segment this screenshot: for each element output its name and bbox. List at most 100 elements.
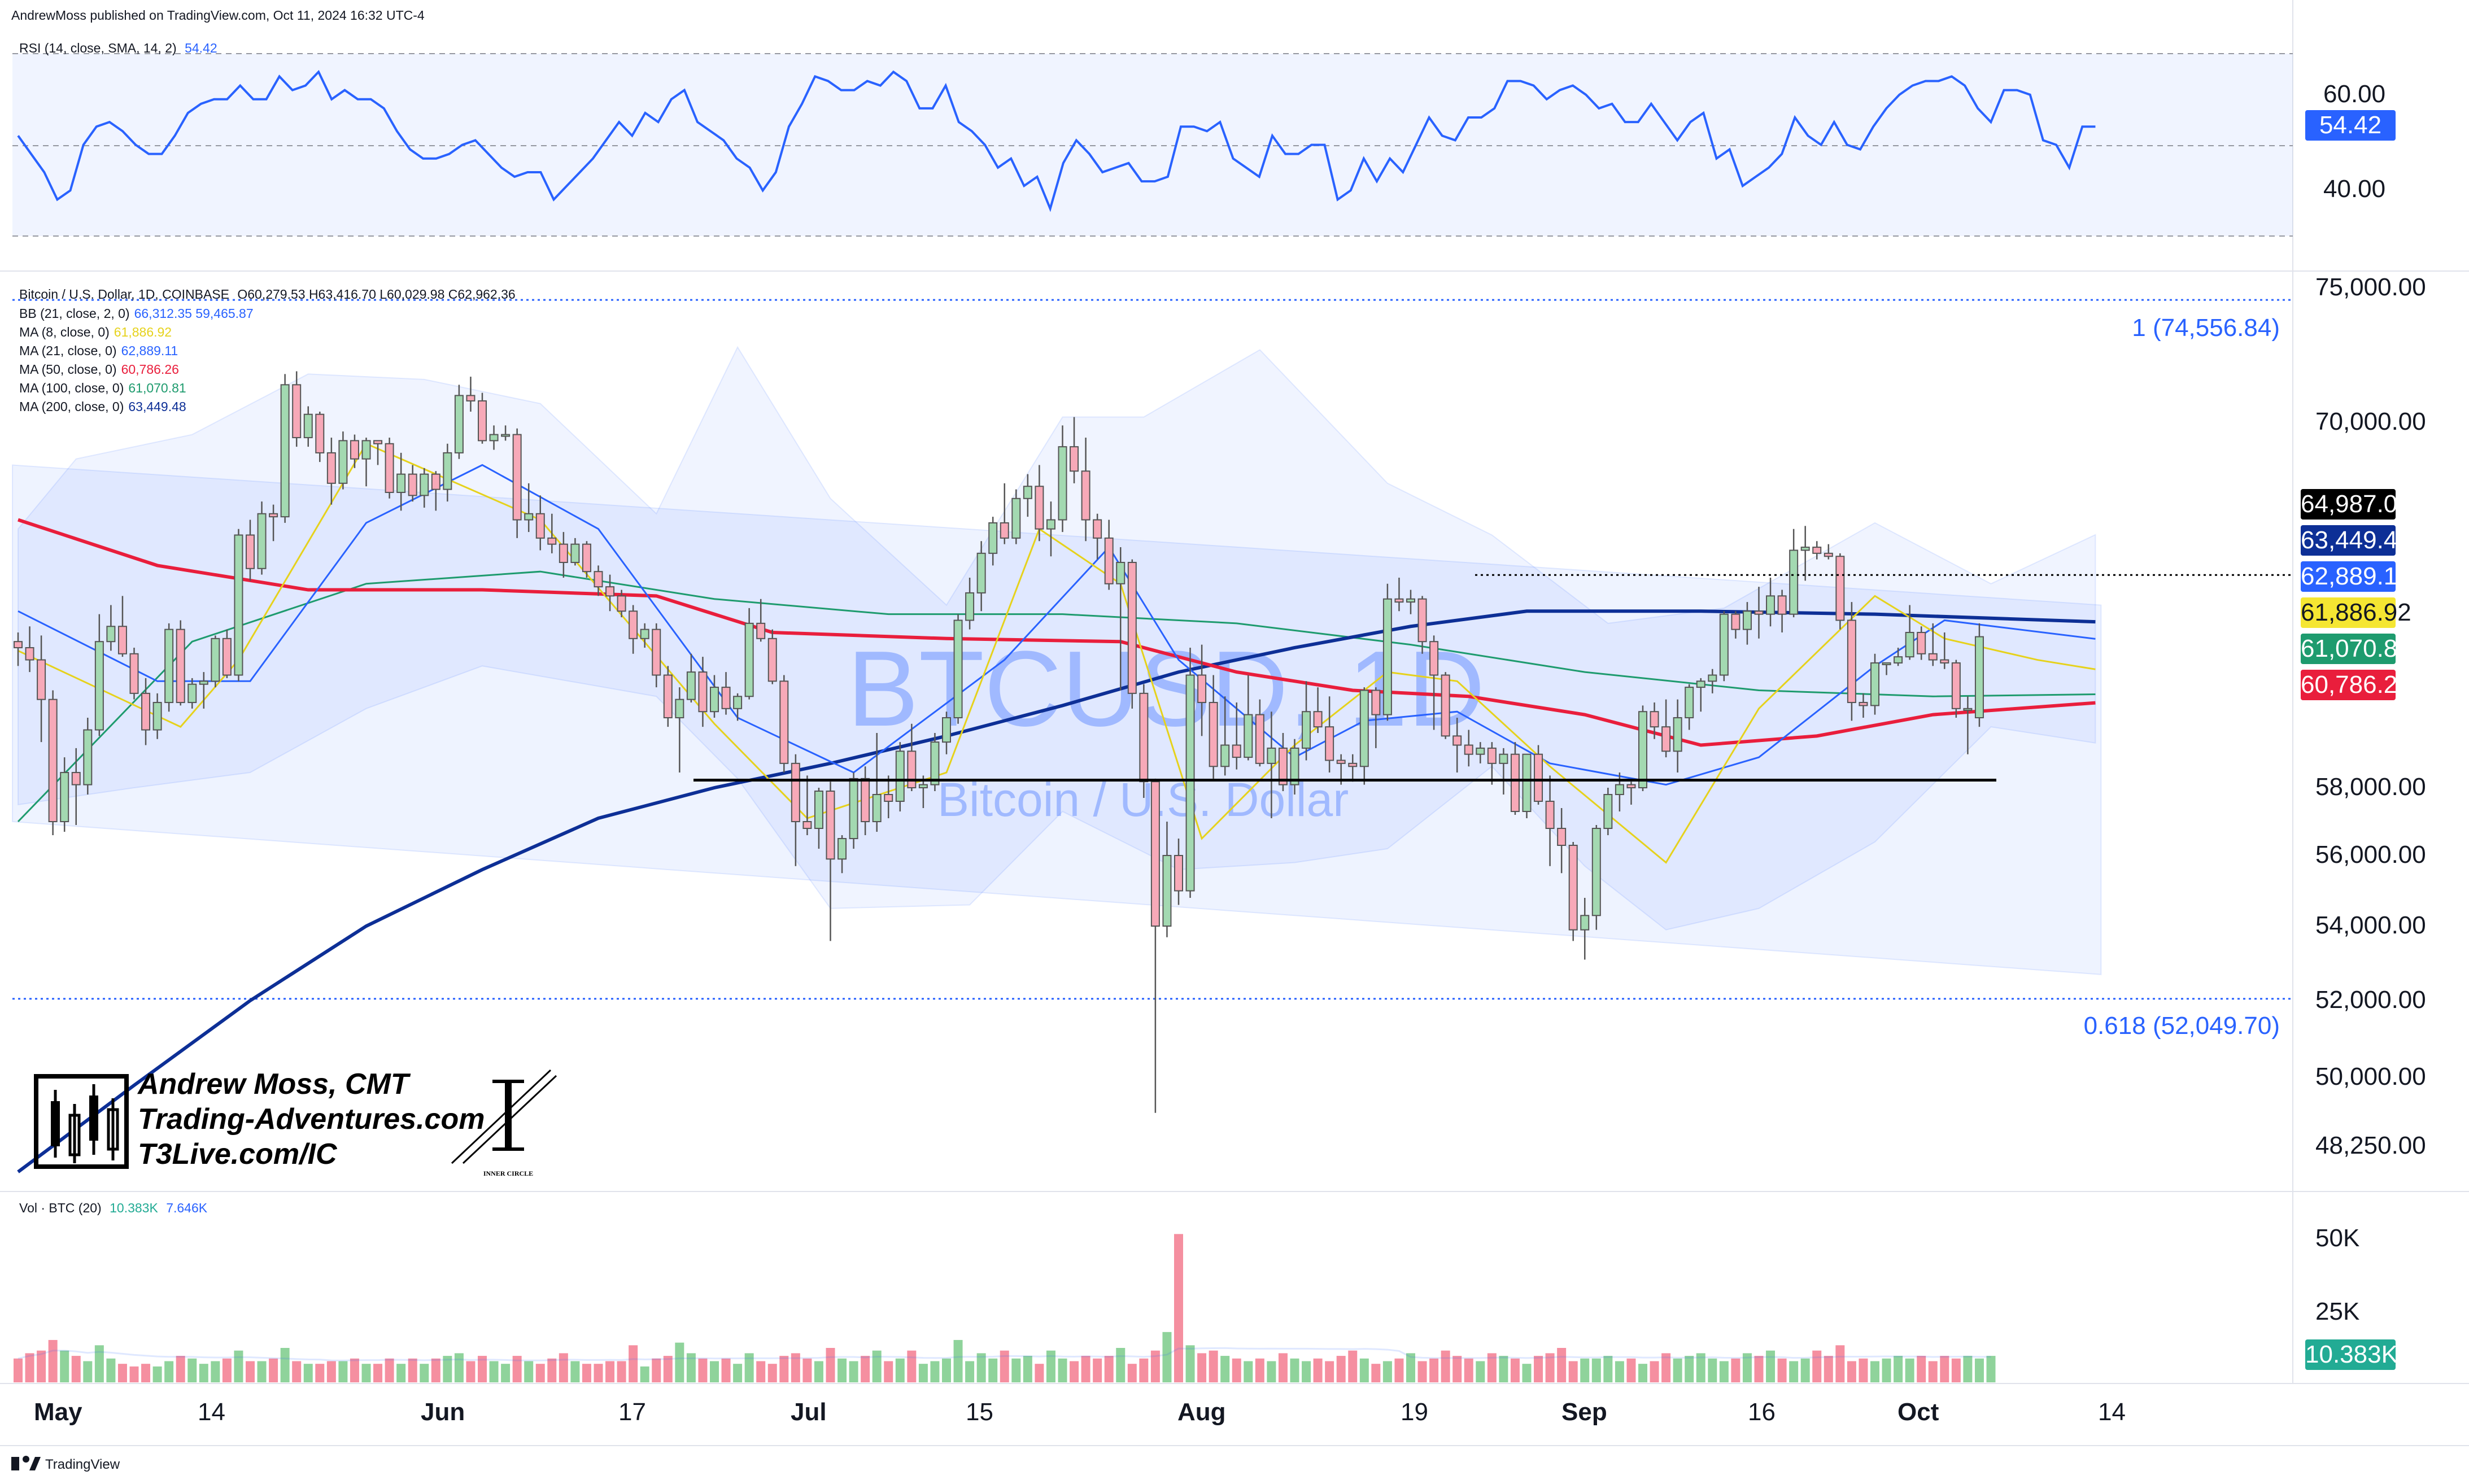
candle (454, 385, 464, 459)
candle (907, 723, 917, 791)
time-tick: 17 (618, 1398, 646, 1426)
indicator-values: 63,449.48 (128, 399, 186, 414)
volume-bar (1766, 1350, 1776, 1382)
time-tick: 14 (2098, 1398, 2126, 1426)
bollinger-band-fill (18, 346, 2096, 931)
rsi-legend[interactable]: RSI (14, close, SMA, 14, 2) 54.42 (19, 41, 217, 56)
candle (988, 517, 998, 566)
candle (617, 590, 626, 618)
volume-bar (791, 1353, 800, 1382)
volume-tick-50k: 50K (2315, 1224, 2360, 1252)
indicator-legend[interactable]: MA (200, close, 0) 63,449.48 (19, 399, 186, 414)
candle (1789, 529, 1799, 618)
volume-bar (779, 1356, 789, 1382)
volume-bar (1719, 1361, 1729, 1382)
volume-bar (1685, 1356, 1694, 1382)
symbol-legend[interactable]: Bitcoin / U.S. Dollar, 1D, COINBASE O60,… (19, 287, 516, 302)
candle (953, 614, 963, 724)
rsi-legend-label: RSI (14, close, SMA, 14, 2) (19, 41, 177, 55)
volume-bar (152, 1366, 162, 1382)
volume-bar (1464, 1358, 1473, 1382)
indicator-label: MA (200, close, 0) (19, 399, 124, 414)
volume-bar (1429, 1358, 1439, 1382)
volume-legend[interactable]: Vol · BTC (20) 10.383K 7.646K (19, 1201, 207, 1216)
candle (94, 614, 104, 736)
indicator-legend[interactable]: BB (21, close, 2, 0) 66,312.35 59,465.87 (19, 306, 254, 321)
brand-site: Trading-Adventures.com (138, 1103, 485, 1136)
candle (1081, 437, 1090, 542)
time-tick: 15 (966, 1398, 993, 1426)
volume-bar (83, 1361, 93, 1382)
candle (802, 775, 812, 835)
volume-legend-value2: 7.646K (166, 1201, 208, 1215)
indicator-label: MA (8, close, 0) (19, 325, 110, 339)
candle (663, 666, 673, 727)
volume-bar (1046, 1350, 1055, 1382)
volume-bar (187, 1358, 197, 1382)
candle (246, 520, 255, 581)
time-tick: 14 (198, 1398, 225, 1426)
candle (976, 541, 986, 612)
candle (1313, 687, 1323, 733)
candle (1209, 675, 1218, 779)
candle (222, 629, 232, 678)
candle (942, 712, 951, 754)
indicator-values: 60,786.26 (121, 362, 179, 377)
brand-name: Andrew Moss, CMT (138, 1068, 409, 1101)
price-tag: 64,987.00 (2301, 489, 2411, 520)
volume-tick-25k: 25K (2315, 1298, 2360, 1325)
candle (431, 471, 440, 511)
candle (1417, 596, 1427, 654)
volume-bar (466, 1361, 476, 1382)
indicator-legend[interactable]: MA (21, close, 0) 62,889.11 (19, 343, 178, 359)
candle (1070, 417, 1079, 483)
volume-bar (141, 1364, 151, 1382)
candle (1046, 501, 1055, 557)
volume-bar (640, 1366, 649, 1382)
volume-bar (106, 1358, 116, 1382)
candle (1766, 577, 1776, 627)
candle (1661, 699, 1671, 758)
indicator-legend[interactable]: MA (100, close, 0) 61,070.81 (19, 381, 186, 396)
candle (605, 574, 615, 612)
candle (1464, 730, 1473, 767)
tradingview-logo-icon[interactable] (11, 1456, 41, 1470)
volume-bar (1777, 1358, 1787, 1382)
volume-bar (269, 1358, 278, 1382)
candle (373, 440, 383, 465)
volume-bar (1824, 1356, 1833, 1382)
volume-bar (582, 1364, 591, 1382)
candle (547, 513, 557, 553)
volume-bar (117, 1364, 127, 1382)
candle (60, 757, 69, 832)
inner-circle-seal: INNER CIRCLE (451, 1069, 557, 1177)
volume-bar (48, 1339, 58, 1382)
volume-bar (257, 1361, 267, 1382)
volume-bar (594, 1364, 603, 1382)
volume-bar (1905, 1358, 1914, 1382)
volume-bar (1348, 1350, 1358, 1382)
volume-bar (756, 1361, 766, 1382)
volume-bar (1847, 1361, 1856, 1382)
volume-bar (420, 1364, 429, 1382)
indicator-legend[interactable]: MA (50, close, 0) 60,786.26 (19, 362, 179, 377)
volume-bar (1917, 1356, 1926, 1382)
volume-bar (1754, 1356, 1764, 1382)
volume-bar (1708, 1358, 1717, 1382)
candle (1545, 775, 1555, 866)
volume-bar (1382, 1361, 1392, 1382)
indicator-legend[interactable]: MA (8, close, 0) 61,886.92 (19, 325, 172, 340)
volume-bar (1580, 1358, 1590, 1382)
volume-bar (129, 1366, 139, 1382)
volume-bar (1835, 1345, 1845, 1382)
volume-bar (1116, 1348, 1126, 1382)
candle (1290, 739, 1299, 795)
tradingview-footer-text: TradingView (45, 1457, 120, 1472)
candle (884, 775, 893, 818)
candle (1174, 839, 1183, 905)
candle (1197, 644, 1207, 736)
candle (535, 495, 545, 551)
price-tag: 62,889.11 (2301, 561, 2409, 592)
volume-bar (489, 1361, 499, 1382)
